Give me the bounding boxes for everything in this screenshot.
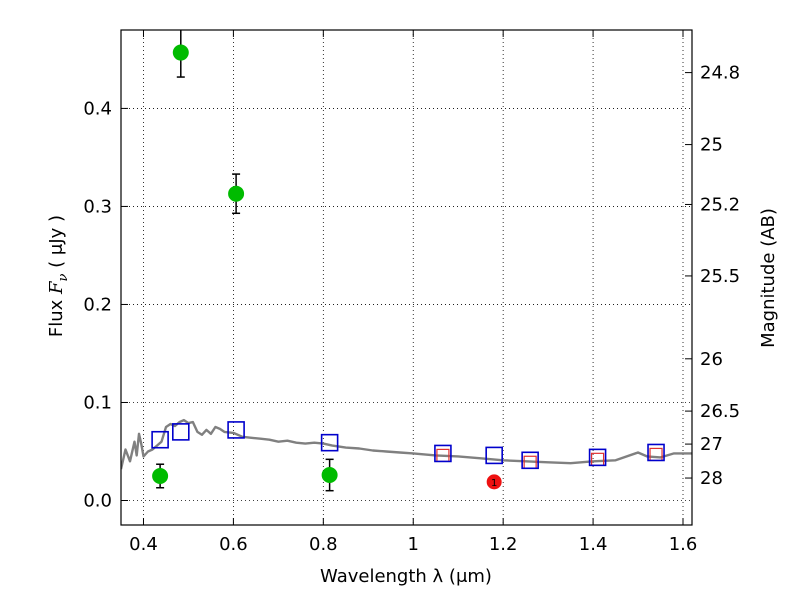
y-axis-label-unit: ( μJy ) (46, 215, 67, 274)
detection-point-label: 1 (491, 478, 497, 489)
nir-model-marker (649, 447, 663, 462)
y2-axis-label: Magnitude (AB) (758, 208, 779, 348)
observed-flux-point (152, 467, 169, 484)
model-flux-marker (485, 446, 503, 465)
model-flux-marker (647, 443, 665, 462)
detection-point (486, 474, 502, 490)
plot-border (120, 29, 693, 526)
x-tick-label: 1.4 (579, 534, 608, 555)
y-axis-label: Flux Fν ( μJy ) (46, 215, 71, 337)
x-tick-label: 0.6 (219, 534, 248, 555)
plot-frame (120, 29, 693, 526)
y-axis-label-prefix: Flux (46, 294, 67, 337)
y-tick-label: 0.4 (83, 98, 112, 119)
magnitude-tick-label: 25.2 (700, 194, 740, 215)
magnitude-tick-label: 26.5 (700, 401, 740, 422)
model-flux-marker (588, 448, 607, 467)
y-tick-label: 0.1 (83, 392, 112, 413)
model-flux-marker (171, 423, 190, 441)
observed-flux-point (172, 44, 189, 61)
model-flux-marker (227, 421, 245, 439)
nir-model-marker (590, 452, 605, 466)
x-tick-label: 0.8 (309, 534, 338, 555)
y-tick-label: 0.0 (83, 490, 112, 511)
observed-flux-point (228, 185, 245, 202)
observed-flux-point (321, 467, 338, 484)
data-marks-layer: 1 (151, 30, 665, 492)
model-flux-marker (521, 451, 539, 470)
y-axis-label-symbol: F (46, 280, 67, 295)
tick-labels: 0.4 0.6 0.8 1 1.2 1.4 1.6 0.0 0.1 0.2 0.3 0.4 24.8 25… (83, 63, 740, 555)
y-axis-label-subscript: ν (56, 273, 71, 281)
magnitude-tick-label: 26 (700, 349, 723, 370)
y-tick-label: 0.2 (83, 294, 112, 315)
magnitude-tick-label: 24.8 (700, 63, 740, 84)
x-axis-label: Wavelength λ (μm) (320, 566, 492, 587)
magnitude-tick-label: 27 (700, 434, 723, 455)
model-flux-marker (434, 444, 452, 463)
y-tick-label: 0.3 (83, 196, 112, 217)
model-flux-marker (151, 430, 169, 449)
magnitude-tick-label: 25 (700, 135, 723, 156)
x-tick-label: 1 (408, 534, 419, 555)
model-flux-marker (320, 433, 339, 452)
x-tick-label: 0.4 (129, 534, 158, 555)
x-tick-label: 1.6 (669, 534, 698, 555)
x-tick-label: 1.2 (489, 534, 518, 555)
tick-marks (121, 30, 692, 525)
magnitude-tick-label: 25.5 (700, 266, 740, 287)
magnitude-tick-label: 28 (700, 468, 723, 489)
